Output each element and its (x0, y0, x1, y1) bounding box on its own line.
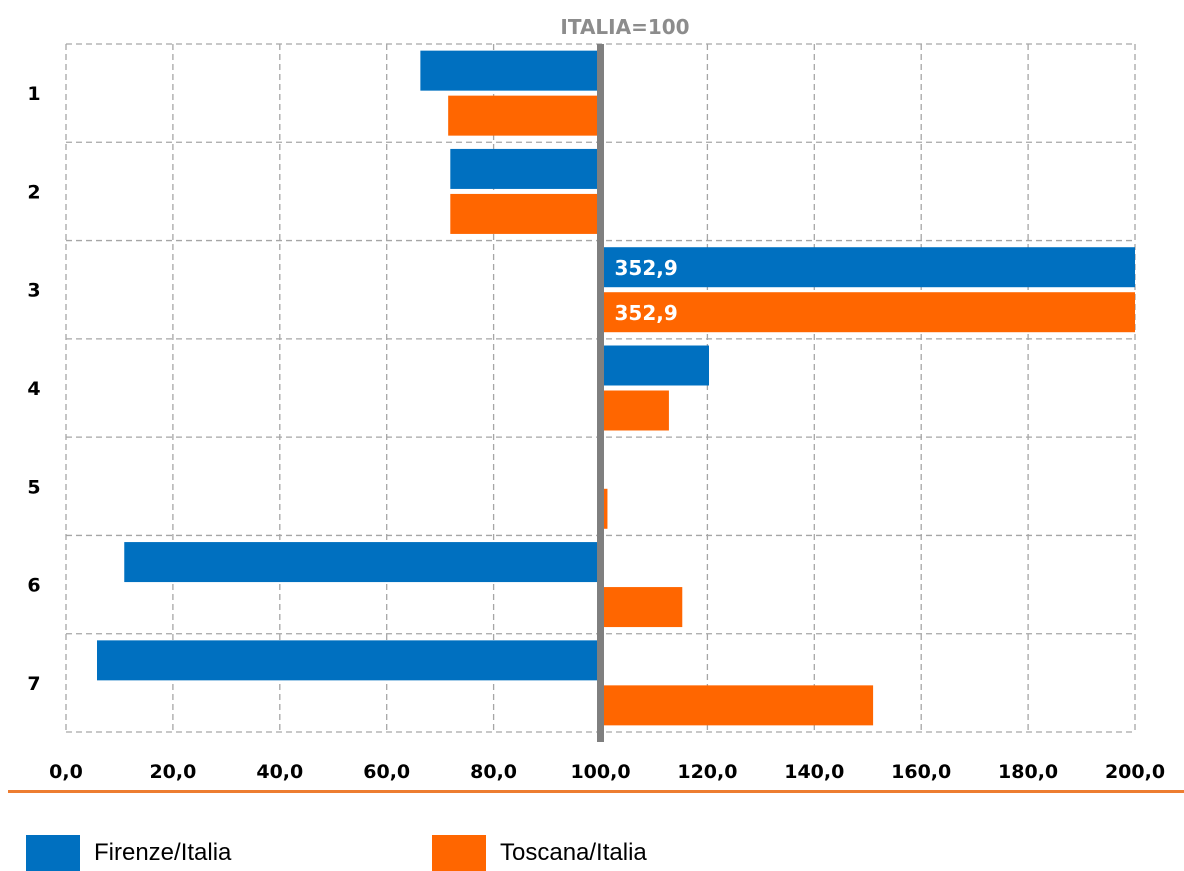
bar-toscana-cat-2 (450, 193, 601, 234)
bar-firenze-cat-2 (450, 148, 601, 189)
data-label: 352,9 (615, 301, 678, 325)
x-tick-label: 140,0 (784, 761, 844, 783)
bar-firenze-cat-3 (600, 247, 1135, 288)
x-tick-label: 120,0 (677, 761, 737, 783)
x-tick-label: 60,0 (363, 761, 410, 783)
legend-item-toscana: Toscana/Italia (432, 835, 647, 871)
data-label: 352,9 (615, 256, 678, 280)
bar-firenze-cat-1 (420, 50, 601, 91)
category-label: 1 (27, 83, 40, 105)
x-tick-labels: 0,0 20,0 40,0 60,0 80,0 100,0 120,0 140,0 160,0 1… (49, 761, 1165, 783)
bar-toscana-cat-3 (600, 292, 1135, 333)
reference-label: ITALIA=100 (560, 15, 689, 39)
category-label: 2 (27, 181, 40, 203)
bar-toscana-cat-1 (448, 95, 601, 136)
x-tick-label: 20,0 (149, 761, 196, 783)
category-label: 5 (27, 476, 40, 498)
x-tick-label: 160,0 (891, 761, 951, 783)
legend-swatch-firenze (26, 835, 80, 871)
category-label: 4 (27, 378, 40, 400)
category-label: 7 (27, 673, 40, 695)
category-labels: 1 2 3 4 5 6 7 (27, 83, 40, 695)
chart: 352,9 352,9 1 2 3 4 5 6 7 0,0 20,0 40,0 60,0 80,0 10… (27, 15, 1165, 783)
bar-toscana-cat-4 (600, 390, 669, 431)
bar-firenze-cat-6 (124, 542, 601, 583)
legend-swatch-toscana (432, 835, 486, 871)
bar-firenze-cat-4 (600, 345, 710, 386)
category-label: 3 (27, 280, 40, 302)
category-label: 6 (27, 575, 40, 597)
bar-firenze-cat-7 (97, 640, 601, 681)
legend-item-firenze: Firenze/Italia (26, 835, 231, 871)
x-tick-label: 100,0 (570, 761, 630, 783)
bar-toscana-cat-6 (600, 587, 683, 628)
legend-label-toscana: Toscana/Italia (500, 839, 647, 866)
legend-label-firenze: Firenze/Italia (94, 839, 232, 866)
x-tick-label: 200,0 (1105, 761, 1165, 783)
x-tick-label: 40,0 (256, 761, 303, 783)
x-tick-label: 180,0 (998, 761, 1058, 783)
x-tick-label: 80,0 (470, 761, 517, 783)
axis-underline (8, 790, 1184, 793)
x-tick-label: 0,0 (49, 761, 83, 783)
bar-toscana-cat-7 (600, 685, 874, 726)
bars: 352,9 352,9 (97, 50, 1135, 726)
